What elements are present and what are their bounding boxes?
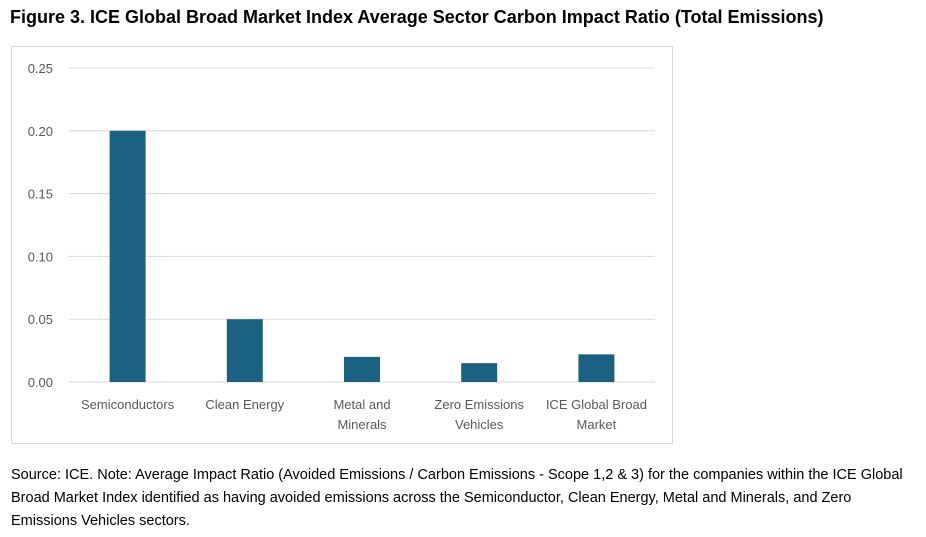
bars: [109, 130, 615, 382]
bar: [578, 354, 615, 382]
y-tick-label: 0.25: [28, 61, 53, 76]
bar: [461, 363, 498, 382]
gridlines: [69, 67, 655, 383]
x-tick-label: ICE Global Broad Market: [546, 397, 647, 432]
y-tick-label: 0.05: [28, 312, 53, 327]
y-tick-label: 0.00: [28, 375, 53, 390]
bar: [226, 319, 263, 382]
source-note: Source: ICE. Note: Average Impact Ratio …: [11, 467, 903, 529]
y-tick-label: 0.20: [28, 124, 53, 139]
x-tick-label: Metal and Minerals: [333, 397, 390, 432]
x-axis-ticks: Semiconductors Clean Energy Metal and Miner…: [81, 397, 647, 432]
bar: [109, 130, 146, 382]
x-tick-label: Clean Energy: [205, 397, 284, 412]
bar-chart: 0.00 0.05 0.10 0.15 0.20 0.25 Semiconductors C…: [28, 61, 655, 432]
x-tick-label: Semiconductors: [81, 397, 175, 412]
chart-area: 0.00 0.05 0.10 0.15 0.20 0.25 Semiconductors C…: [11, 46, 673, 444]
y-tick-label: 0.10: [28, 249, 53, 264]
bar: [344, 356, 380, 382]
x-tick-label: Zero Emissions Vehicles: [434, 397, 524, 432]
y-tick-label: 0.15: [28, 187, 53, 202]
y-axis-ticks: 0.00 0.05 0.10 0.15 0.20 0.25: [28, 61, 53, 390]
figure-title: Figure 3. ICE Global Broad Market Index …: [10, 7, 824, 27]
